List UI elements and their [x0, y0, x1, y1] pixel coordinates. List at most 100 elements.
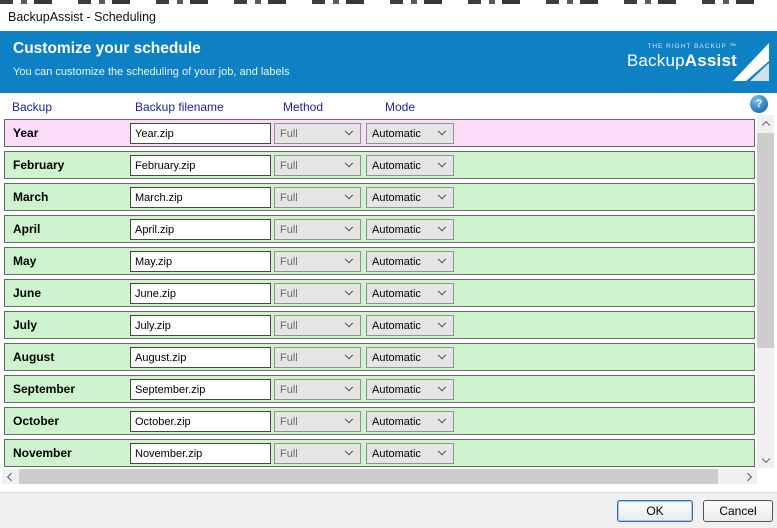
- backup-filename-input[interactable]: [130, 123, 271, 144]
- column-header-mode: Mode: [385, 100, 416, 114]
- mode-select[interactable]: Automatic: [366, 187, 454, 208]
- backup-filename-input[interactable]: [130, 187, 271, 208]
- table-row: September Full Automatic: [4, 375, 755, 403]
- table-row: February Full Automatic: [4, 151, 755, 179]
- mode-select-value: Automatic: [372, 319, 421, 332]
- scroll-left-arrow-icon[interactable]: [2, 469, 18, 484]
- chevron-down-icon: [344, 190, 354, 199]
- method-select-value: Full: [280, 191, 298, 204]
- method-select-value: Full: [280, 383, 298, 396]
- table-row: Year Full Automatic: [4, 119, 755, 147]
- row-label: June: [13, 286, 42, 300]
- horizontal-scrollbar-thumb[interactable]: [19, 469, 718, 484]
- method-select[interactable]: Full: [274, 443, 361, 464]
- method-select[interactable]: Full: [274, 155, 361, 176]
- method-select[interactable]: Full: [274, 411, 361, 432]
- mode-select-value: Automatic: [372, 127, 421, 140]
- horizontal-scrollbar[interactable]: [2, 469, 757, 484]
- cancel-button[interactable]: Cancel: [703, 500, 773, 522]
- row-label: September: [13, 382, 76, 396]
- backup-filename-input[interactable]: [130, 251, 271, 272]
- row-label: July: [13, 318, 38, 332]
- method-select[interactable]: Full: [274, 283, 361, 304]
- method-select[interactable]: Full: [274, 379, 361, 400]
- backup-filename-input[interactable]: [130, 315, 271, 336]
- method-select-value: Full: [280, 351, 298, 364]
- backup-filename-input[interactable]: [130, 155, 271, 176]
- method-select-value: Full: [280, 319, 298, 332]
- logo-tagline: THE RIGHT BACKUP ™: [647, 43, 737, 50]
- method-select-value: Full: [280, 159, 298, 172]
- mode-select[interactable]: Automatic: [366, 283, 454, 304]
- vertical-scrollbar[interactable]: [757, 115, 774, 468]
- method-select[interactable]: Full: [274, 123, 361, 144]
- mode-select[interactable]: Automatic: [366, 347, 454, 368]
- chevron-down-icon: [344, 126, 354, 135]
- scroll-down-arrow-icon[interactable]: [757, 451, 774, 468]
- method-select-value: Full: [280, 127, 298, 140]
- chevron-down-icon: [437, 446, 447, 455]
- method-select[interactable]: Full: [274, 251, 361, 272]
- scroll-right-arrow-icon[interactable]: [741, 469, 757, 484]
- mode-select[interactable]: Automatic: [366, 411, 454, 432]
- table-row: April Full Automatic: [4, 215, 755, 243]
- method-select-value: Full: [280, 415, 298, 428]
- ok-button[interactable]: OK: [617, 500, 693, 522]
- backup-filename-input[interactable]: [130, 219, 271, 240]
- chevron-down-icon: [344, 318, 354, 327]
- backup-filename-input[interactable]: [130, 379, 271, 400]
- page-subtitle: You can customize the scheduling of your…: [13, 66, 290, 78]
- scroll-up-arrow-icon[interactable]: [757, 115, 774, 132]
- mode-select-value: Automatic: [372, 383, 421, 396]
- mode-select-value: Automatic: [372, 191, 421, 204]
- chevron-down-icon: [344, 158, 354, 167]
- chevron-down-icon: [344, 446, 354, 455]
- method-select[interactable]: Full: [274, 187, 361, 208]
- chevron-down-icon: [437, 382, 447, 391]
- mode-select-value: Automatic: [372, 159, 421, 172]
- header-banner: Customize your schedule You can customiz…: [0, 31, 777, 93]
- mode-select[interactable]: Automatic: [366, 379, 454, 400]
- backup-filename-input[interactable]: [130, 443, 271, 464]
- backup-filename-input[interactable]: [130, 411, 271, 432]
- mode-select-value: Automatic: [372, 351, 421, 364]
- table-row: March Full Automatic: [4, 183, 755, 211]
- method-select[interactable]: Full: [274, 315, 361, 336]
- backup-filename-input[interactable]: [130, 283, 271, 304]
- chevron-down-icon: [344, 222, 354, 231]
- backup-filename-input[interactable]: [130, 347, 271, 368]
- chevron-down-icon: [437, 126, 447, 135]
- mode-select[interactable]: Automatic: [366, 219, 454, 240]
- paper-plane-arrow-icon: [733, 43, 769, 81]
- mode-select[interactable]: Automatic: [366, 155, 454, 176]
- method-select[interactable]: Full: [274, 347, 361, 368]
- logo-brand: BackupAssist: [626, 51, 737, 70]
- mode-select[interactable]: Automatic: [366, 315, 454, 336]
- backupassist-logo: THE RIGHT BACKUP ™ BackupAssist: [581, 41, 771, 87]
- method-select[interactable]: Full: [274, 219, 361, 240]
- column-header-backup: Backup: [12, 100, 53, 114]
- row-label: February: [13, 158, 65, 172]
- background-window-artifact: [0, 0, 777, 4]
- column-header-row: Backup Backup filename Method Mode: [0, 93, 777, 118]
- row-label: March: [13, 190, 49, 204]
- row-label: August: [13, 350, 55, 364]
- mode-select-value: Automatic: [372, 287, 421, 300]
- vertical-scrollbar-thumb[interactable]: [757, 133, 774, 348]
- mode-select-value: Automatic: [372, 415, 421, 428]
- mode-select[interactable]: Automatic: [366, 251, 454, 272]
- mode-select[interactable]: Automatic: [366, 123, 454, 144]
- method-select-value: Full: [280, 255, 298, 268]
- table-row: October Full Automatic: [4, 407, 755, 435]
- mode-select[interactable]: Automatic: [366, 443, 454, 464]
- chevron-down-icon: [344, 382, 354, 391]
- title-bar[interactable]: BackupAssist - Scheduling: [0, 4, 777, 31]
- row-label: October: [13, 414, 60, 428]
- chevron-down-icon: [437, 286, 447, 295]
- footer-bar: OK Cancel: [0, 493, 777, 528]
- table-row: June Full Automatic: [4, 279, 755, 307]
- help-icon[interactable]: ?: [750, 95, 768, 113]
- mode-select-value: Automatic: [372, 447, 421, 460]
- chevron-down-icon: [437, 190, 447, 199]
- column-header-filename: Backup filename: [135, 100, 224, 114]
